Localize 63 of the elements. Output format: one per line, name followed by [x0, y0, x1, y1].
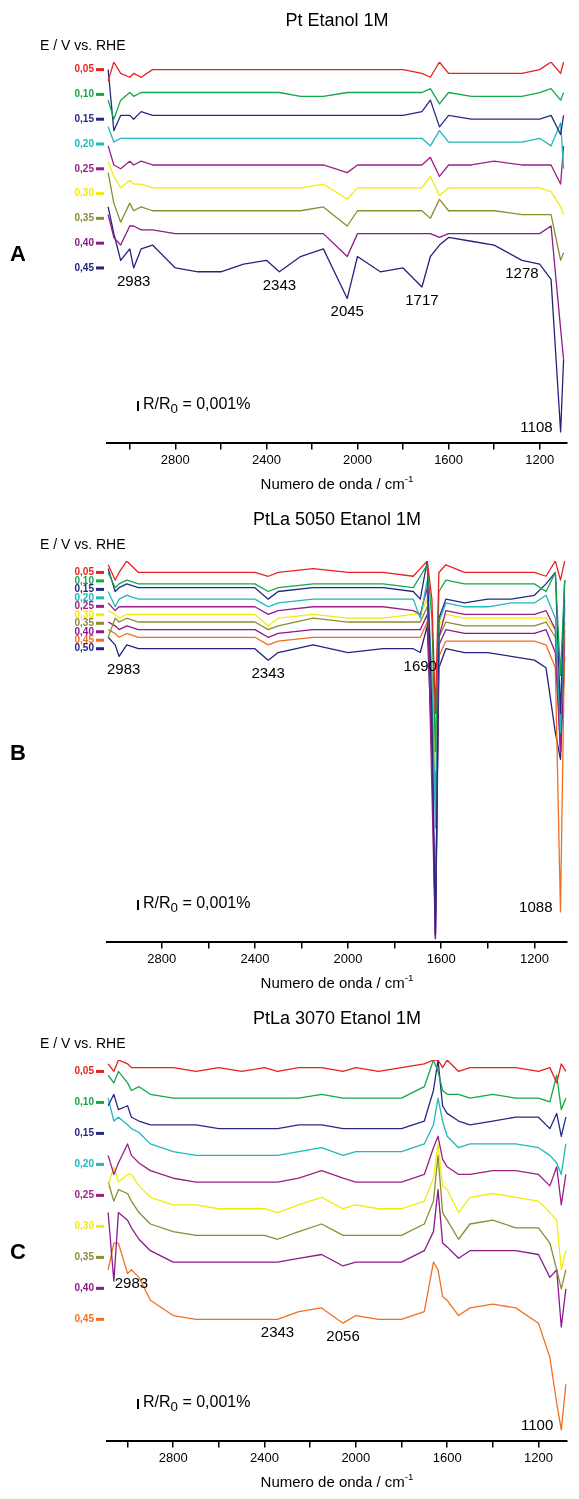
legend-title: E / V vs. RHE — [40, 1035, 126, 1051]
annotation: 1278 — [505, 264, 539, 282]
legend-label: 0,20 — [74, 137, 95, 149]
legend-label: 0,45 — [74, 261, 95, 273]
legend-label: 0,05 — [74, 566, 95, 578]
legend-label: 0,15 — [74, 112, 95, 124]
legend-title: E / V vs. RHE — [40, 37, 126, 53]
chart-title: Pt Etanol 1M — [285, 10, 389, 30]
legend-label: 0,10 — [74, 1096, 95, 1108]
legend-label: 0,45 — [74, 634, 95, 645]
legend-label: 0,20 — [74, 1158, 95, 1170]
annotation: R/R$_{0}$ = 0,001% — [143, 395, 251, 417]
annotation: 2343 — [251, 664, 285, 682]
legend-label: 0,45 — [74, 1313, 95, 1325]
x-tick-label: 2000 — [341, 1449, 371, 1465]
x-tick-label: 2400 — [240, 950, 270, 966]
chart-title: PtLa 3070 Etanol 1M — [252, 1008, 422, 1028]
x-tick-label: 2000 — [343, 451, 372, 467]
x-tick-label: 1200 — [519, 950, 549, 966]
legend-label: 0,30 — [74, 187, 95, 199]
annotation: 2056 — [326, 1327, 360, 1345]
legend-label: 0,10 — [74, 88, 95, 100]
text: C — [10, 1238, 26, 1264]
annotation: 2343 — [260, 1323, 295, 1341]
chart-title: PtLa 5050 Etanol 1M — [252, 509, 422, 529]
x-tick-label: 1600 — [432, 1449, 462, 1465]
text: A — [10, 240, 26, 266]
legend-label: 0,35 — [74, 1251, 95, 1263]
annotation: 1717 — [405, 291, 439, 309]
legend-label: 0,05 — [74, 63, 95, 75]
legend-label: 0,05 — [74, 1065, 95, 1077]
x-tick-label: 1200 — [524, 1449, 553, 1465]
annotation: R/R$_{0}$ = 0,001% — [143, 894, 251, 916]
legend-label: 0,30 — [74, 1220, 95, 1232]
x-tick-label: 1200 — [525, 451, 555, 467]
legend-label: 0,50 — [74, 642, 95, 654]
legend-label: 0,25 — [74, 1189, 95, 1201]
legend-label: 0,15 — [74, 1127, 95, 1139]
annotation: R/R$_{0}$ = 0,001% — [143, 1393, 251, 1415]
annotation: 2983 — [116, 271, 151, 289]
legend-title: E / V vs. RHE — [40, 536, 126, 552]
text: B — [10, 739, 26, 765]
x-tick-label: 2400 — [250, 1449, 279, 1465]
x-tick-label: 1600 — [426, 950, 456, 966]
annotation: 2343 — [262, 275, 297, 293]
annotation: 2983 — [107, 660, 141, 678]
legend-label: 0,40 — [74, 236, 95, 248]
x-tick-label: 2400 — [251, 451, 281, 467]
legend-label: 0,35 — [74, 617, 95, 629]
legend-label: 0,15 — [74, 583, 95, 595]
legend-label: 0,25 — [74, 162, 95, 174]
annotation: 1108 — [520, 417, 553, 435]
legend-label: 0,35 — [74, 212, 95, 224]
x-tick-label: 2800 — [158, 1449, 188, 1465]
annotation: 2045 — [330, 302, 364, 320]
x-tick-label: 2800 — [160, 451, 190, 467]
x-tick-label: 2000 — [333, 950, 363, 966]
x-tick-label: 2800 — [147, 950, 177, 966]
annotation: 1100 — [521, 1415, 554, 1433]
legend-label: 0,40 — [74, 1282, 95, 1294]
annotation: 1088 — [519, 897, 553, 915]
legend-label: 0,25 — [74, 600, 95, 612]
x-tick-label: 1600 — [434, 451, 464, 467]
